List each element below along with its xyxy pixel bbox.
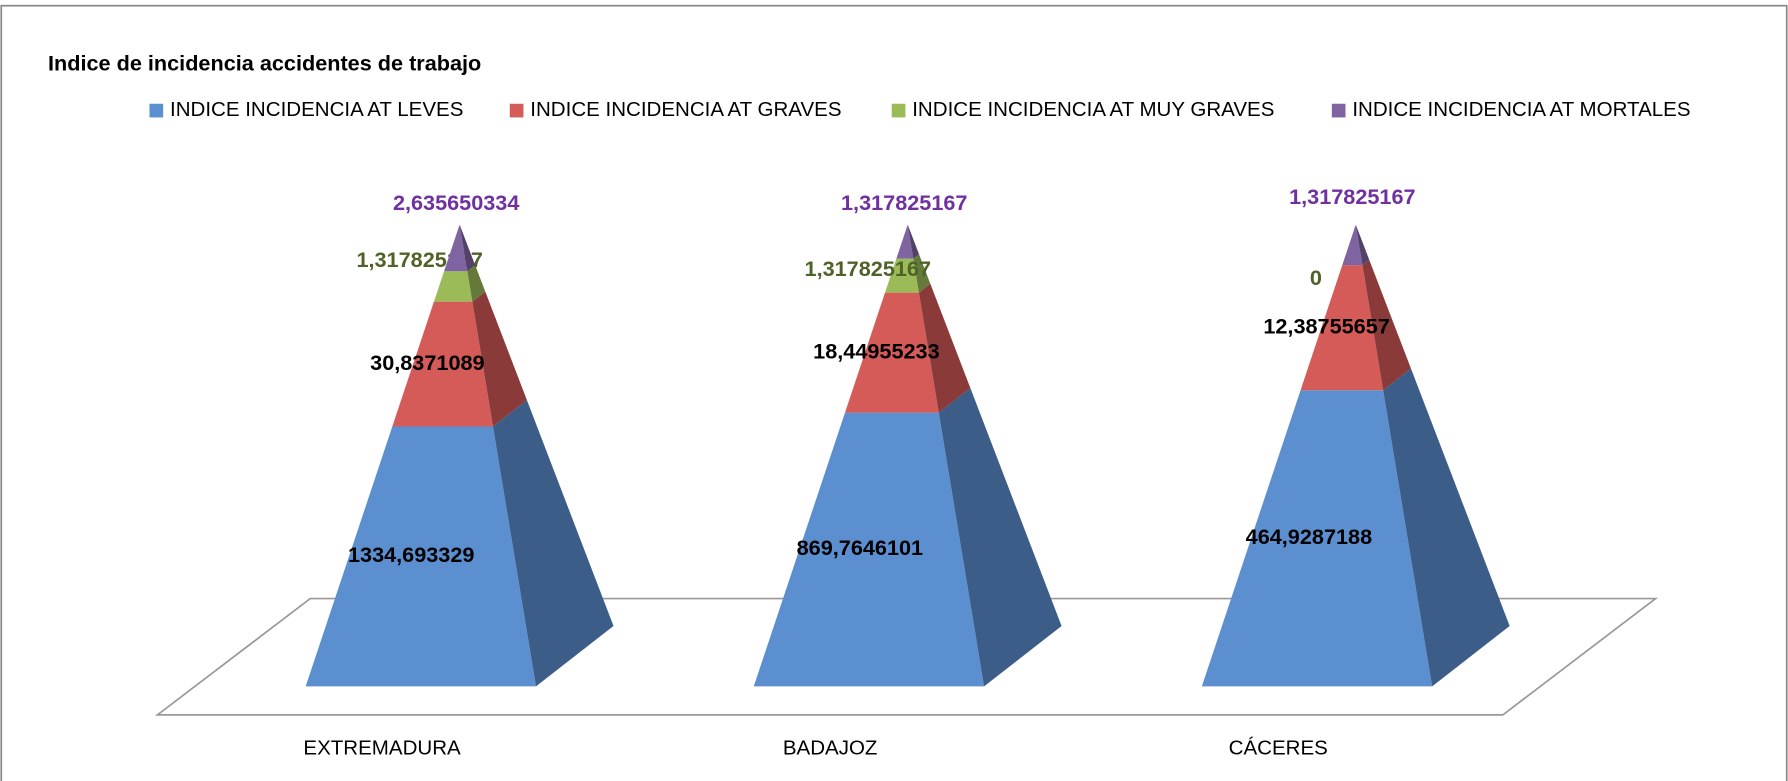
pyramid-segment	[885, 258, 919, 293]
data-label: 1334,693329	[348, 542, 474, 567]
pyramid-segment	[305, 426, 536, 687]
pyramid-segment-side	[1383, 368, 1510, 687]
data-label: 0	[1310, 265, 1322, 290]
x-tick-label: EXTREMADURA	[303, 736, 461, 759]
chart-title: Indice de incidencia accidentes de traba…	[48, 51, 481, 76]
pyramid-segment-side	[493, 400, 614, 687]
legend-swatch	[1331, 103, 1346, 118]
pyramid-segment-side	[459, 224, 476, 272]
data-label: 1,317825167	[1289, 184, 1415, 209]
legend-swatch	[509, 103, 524, 118]
pyramid-segment-side	[907, 224, 920, 259]
pyramid-segment	[1342, 224, 1363, 266]
pyramid-segment-side	[467, 265, 486, 302]
pyramid-segment	[1300, 265, 1384, 391]
pyramid-segment	[392, 301, 494, 427]
data-label: 1,317825167	[841, 190, 967, 215]
data-label: 464,9287188	[1246, 524, 1372, 549]
data-label: 2,635650334	[393, 190, 519, 215]
data-label: 30,8371089	[370, 350, 484, 375]
pyramid-segment-side	[1355, 224, 1370, 266]
legend-swatch	[149, 103, 164, 118]
pyramid-segment-side	[918, 283, 971, 413]
data-label: 869,7646101	[797, 535, 923, 560]
data-label: 12,38755657	[1263, 313, 1389, 338]
legend-label: INDICE INCIDENCIA AT MORTALES	[1352, 98, 1690, 121]
legend-label: INDICE INCIDENCIA AT LEVES	[170, 98, 463, 121]
pyramid-segment	[444, 224, 468, 272]
floor	[154, 597, 1659, 716]
pyramid-segment-side	[913, 254, 931, 293]
pyramid-segment-side	[1362, 259, 1411, 391]
pyramid-segment-side	[938, 388, 1062, 687]
pyramid-segment	[433, 271, 473, 302]
data-label: 1,317825167	[805, 256, 931, 281]
x-tick-label: CÁCERES	[1229, 736, 1328, 759]
data-label: 18,44955233	[813, 338, 939, 363]
pyramid-segment	[753, 412, 985, 687]
legend-label: INDICE INCIDENCIA AT MUY GRAVES	[912, 98, 1274, 121]
legend-label: INDICE INCIDENCIA AT GRAVES	[530, 98, 841, 121]
pyramid-segment	[845, 292, 939, 413]
pyramid-segment	[896, 224, 914, 259]
legend-swatch	[891, 103, 906, 118]
x-tick-label: BADAJOZ	[783, 736, 878, 759]
pyramid-segment	[1201, 390, 1433, 687]
pyramid-segment-side	[472, 291, 527, 427]
